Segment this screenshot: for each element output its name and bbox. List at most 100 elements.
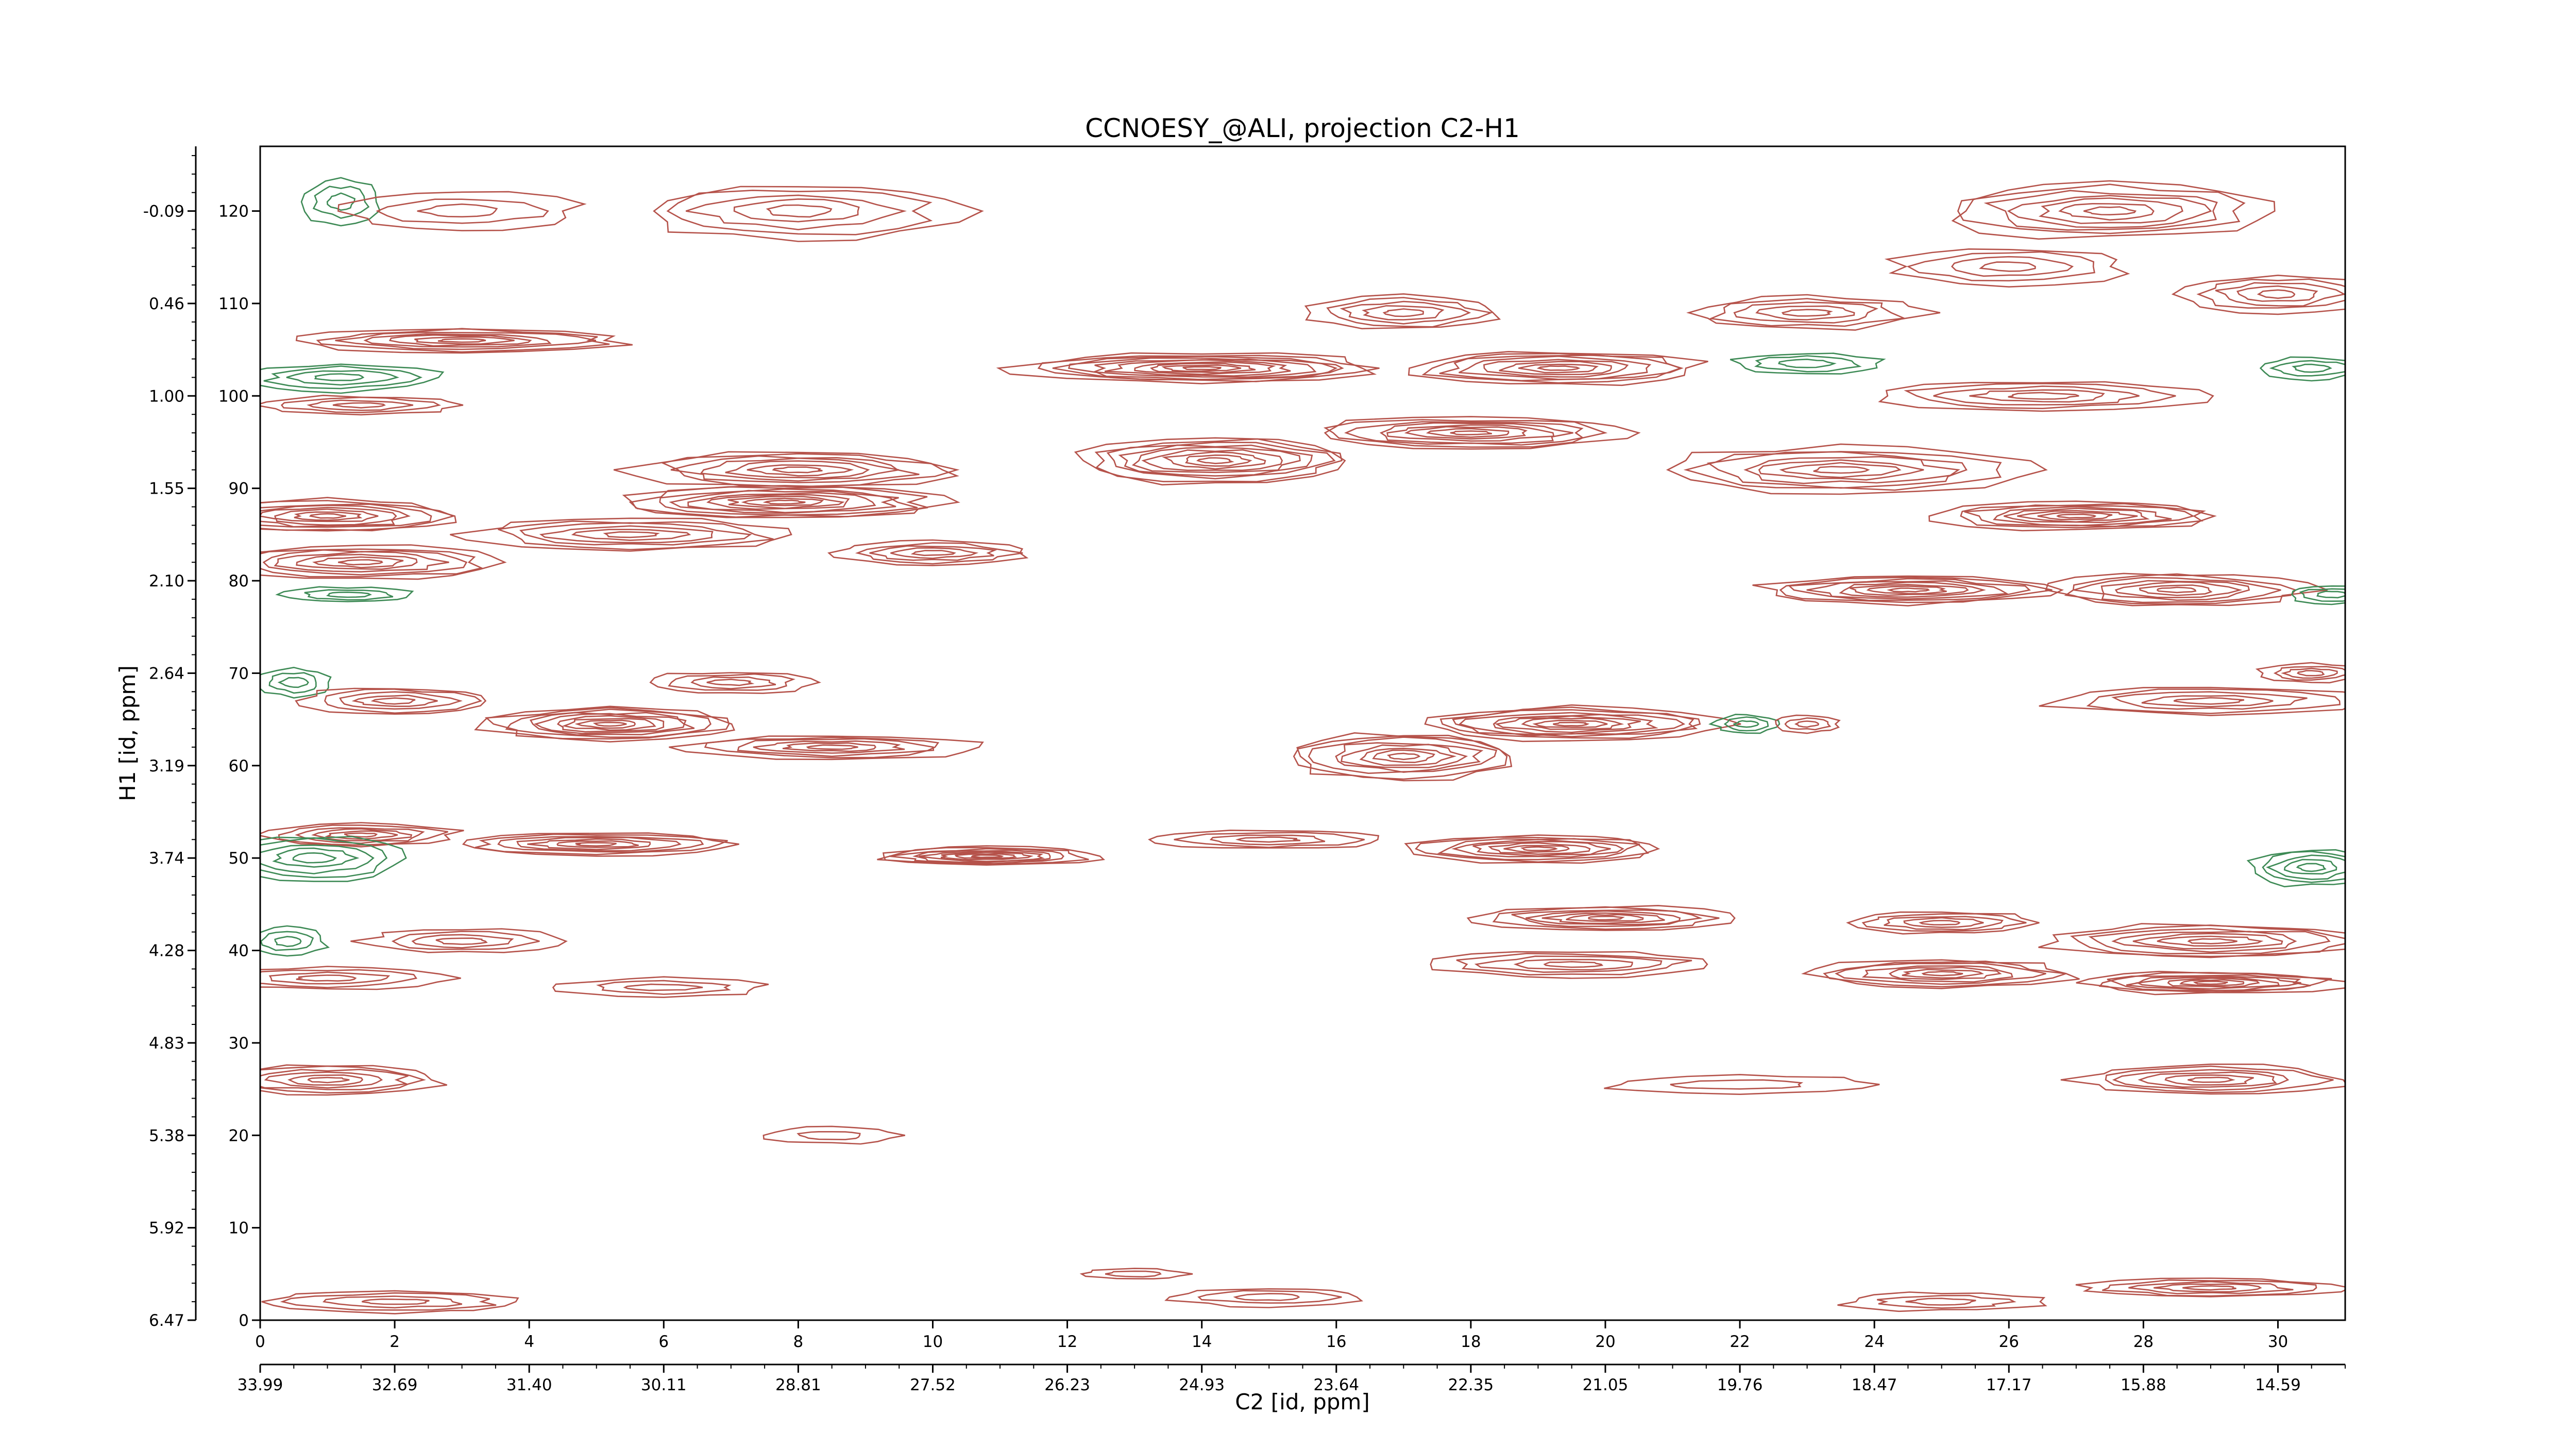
contour-level bbox=[1683, 451, 2002, 491]
contour-level bbox=[2173, 697, 2245, 705]
contour-level bbox=[414, 336, 515, 345]
contour-level bbox=[280, 1292, 497, 1311]
contour-level bbox=[325, 830, 398, 840]
contour-peak bbox=[261, 1290, 519, 1315]
contour-level bbox=[1553, 721, 1590, 727]
contour-level bbox=[1521, 717, 1624, 730]
contour-level bbox=[623, 983, 703, 991]
contour-level bbox=[2141, 695, 2274, 707]
contour-level bbox=[519, 522, 752, 546]
contour-level bbox=[337, 559, 383, 566]
contour-peak bbox=[1730, 352, 1886, 375]
contour-level bbox=[919, 850, 1045, 863]
contour-peak bbox=[350, 928, 568, 953]
contour-level bbox=[762, 499, 806, 505]
contour-level bbox=[2088, 928, 2331, 955]
contour-level bbox=[2193, 981, 2228, 985]
contour-level bbox=[1499, 361, 1612, 376]
contour-level bbox=[556, 715, 665, 733]
contour-level bbox=[1106, 441, 1336, 480]
contour-level bbox=[575, 842, 617, 847]
x-index-tick-label: 8 bbox=[793, 1333, 804, 1351]
x-ppm-tick-label: 26.23 bbox=[1044, 1376, 1090, 1394]
contour-level bbox=[2296, 863, 2327, 872]
contour-level bbox=[1520, 846, 1558, 851]
contour-level bbox=[571, 529, 691, 541]
contour-level bbox=[592, 721, 627, 727]
contour-level bbox=[1182, 366, 1222, 370]
contour-level bbox=[498, 520, 774, 550]
contour-peak bbox=[1837, 1291, 2047, 1312]
contour-level bbox=[260, 507, 397, 526]
contour-level bbox=[2004, 508, 2150, 524]
contour-level bbox=[462, 832, 739, 857]
contour-peak bbox=[260, 925, 330, 957]
contour-level bbox=[1918, 920, 1961, 926]
y-index-tick-label: 0 bbox=[239, 1311, 249, 1330]
contour-level bbox=[1340, 300, 1471, 325]
contour-level bbox=[1903, 917, 1984, 928]
contour-level bbox=[2273, 666, 2345, 681]
contour-peak bbox=[613, 451, 960, 488]
y-ppm-tick-label: 5.92 bbox=[149, 1219, 184, 1238]
contour-level bbox=[1861, 965, 2013, 983]
contour-level bbox=[733, 198, 860, 223]
contour-level bbox=[324, 688, 483, 714]
contour-level bbox=[2037, 512, 2113, 520]
contour-level bbox=[1382, 308, 1424, 317]
contour-level bbox=[2188, 1076, 2235, 1083]
contour-peak bbox=[295, 687, 487, 715]
contour-level bbox=[1134, 361, 1276, 375]
contour-level bbox=[1131, 446, 1301, 474]
contour-level bbox=[2058, 203, 2155, 221]
contour-level bbox=[296, 974, 357, 982]
contour-peak bbox=[649, 672, 822, 694]
contour-level bbox=[1806, 580, 2009, 600]
contour-level bbox=[1359, 748, 1457, 766]
x-ppm-tick-label: 28.81 bbox=[775, 1376, 821, 1394]
contour-level bbox=[277, 677, 309, 688]
x-index-tick-label: 16 bbox=[1326, 1333, 1346, 1351]
contour-level bbox=[1079, 1268, 1193, 1280]
contour-level bbox=[437, 338, 486, 343]
contour-level bbox=[869, 545, 997, 561]
contour-level bbox=[435, 937, 488, 945]
contour-level bbox=[260, 503, 432, 528]
contour-level bbox=[1588, 915, 1625, 921]
x-index-tick-label: 0 bbox=[255, 1333, 265, 1351]
contour-level bbox=[2182, 1285, 2236, 1291]
contour-level bbox=[1415, 836, 1649, 863]
contour-level bbox=[1886, 587, 1930, 593]
contour-level bbox=[2112, 1069, 2290, 1091]
x-ppm-tick-label: 18.47 bbox=[1852, 1376, 1897, 1394]
contour-peak bbox=[1466, 905, 1736, 931]
contour-level bbox=[2056, 513, 2097, 519]
contour-level bbox=[539, 525, 714, 544]
contour-level bbox=[1386, 752, 1421, 761]
contour-peak bbox=[1074, 437, 1346, 486]
contour-peak bbox=[1752, 575, 2064, 606]
contour-level bbox=[391, 931, 540, 950]
contour-peak bbox=[1408, 351, 1708, 386]
contour-level bbox=[687, 492, 876, 514]
contour-level bbox=[534, 713, 687, 734]
contour-level bbox=[666, 190, 933, 235]
contour-level bbox=[996, 352, 1377, 384]
y-ppm-tick-label: 3.74 bbox=[149, 849, 184, 868]
contour-level bbox=[294, 511, 363, 521]
contour-peak bbox=[1164, 1288, 1364, 1308]
x-index-tick-label: 10 bbox=[923, 1333, 943, 1351]
contour-level bbox=[1296, 732, 1513, 782]
contour-level bbox=[1846, 911, 2040, 935]
y-index-tick-label: 100 bbox=[218, 387, 249, 406]
contour-level bbox=[264, 1071, 383, 1089]
contour-level bbox=[388, 334, 532, 347]
contour-level bbox=[613, 451, 959, 488]
contour-level bbox=[2196, 278, 2345, 309]
y-ppm-tick-label: 4.28 bbox=[149, 942, 184, 961]
y-ppm-tick-label: 3.19 bbox=[149, 757, 184, 776]
contour-level bbox=[260, 822, 464, 848]
contour-level bbox=[322, 1295, 463, 1309]
contour-level bbox=[2299, 588, 2345, 602]
contour-peak bbox=[1148, 829, 1380, 849]
